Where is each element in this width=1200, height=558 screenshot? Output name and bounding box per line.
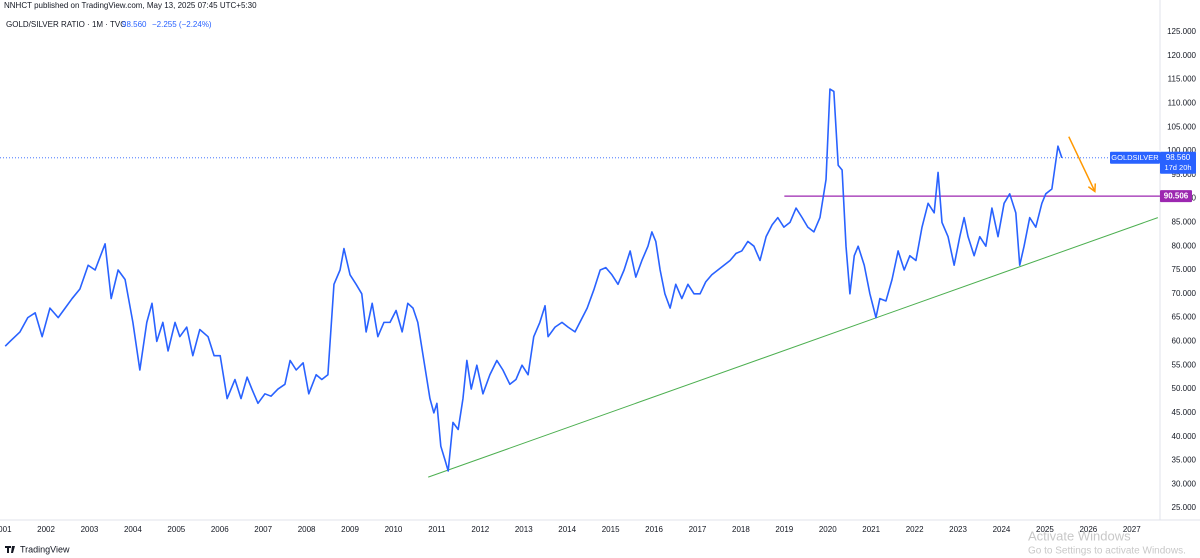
x-tick-label: 2016	[645, 525, 663, 534]
y-tick-label: 80.000	[1172, 241, 1197, 250]
x-tick-label: 2002	[37, 525, 55, 534]
countdown: 17d 20h	[1164, 163, 1191, 172]
header: NNHCT published on TradingView.com, May …	[4, 1, 257, 10]
x-tick-label: 2015	[602, 525, 620, 534]
symbol-label-bg	[1110, 151, 1160, 164]
x-tick-label: 2020	[819, 525, 837, 534]
y-tick-label: 110.000	[1168, 98, 1197, 107]
watermark-title: Activate Windows	[1028, 528, 1131, 543]
symbol-label: GOLDSILVER	[1111, 153, 1159, 162]
y-tick-label: 75.000	[1172, 265, 1197, 274]
watermark-text: Go to Settings to activate Windows.	[1028, 546, 1186, 557]
y-tick-label: 30.000	[1172, 479, 1197, 488]
x-tick-label: 2009	[341, 525, 359, 534]
y-tick-label: 120.000	[1167, 51, 1196, 60]
x-tick-label: 2003	[81, 525, 99, 534]
hline-label-bg	[1160, 190, 1192, 203]
y-tick-label: 40.000	[1172, 432, 1197, 441]
plot-area	[0, 88, 1160, 478]
y-tick-label: 45.000	[1172, 408, 1197, 417]
x-tick-label: 2026	[1079, 525, 1097, 534]
y-tick-label: 105.000	[1167, 122, 1196, 131]
series-line	[4, 88, 1063, 472]
x-tick-label: 2023	[949, 525, 967, 534]
x-tick-label: 2010	[385, 525, 403, 534]
price-label: 98.560	[1166, 153, 1191, 162]
hline-label: 90.506	[1164, 191, 1189, 200]
trendline	[428, 217, 1158, 478]
x-tick-label: 2027	[1123, 525, 1141, 534]
arrow-head	[1087, 183, 1097, 193]
y-tick-label: 85.000	[1172, 217, 1197, 226]
x-tick-label: 2008	[298, 525, 316, 534]
y-tick-label: 60.000	[1172, 337, 1197, 346]
x-tick-label: 2018	[732, 525, 750, 534]
x-tick-label: 2021	[862, 525, 880, 534]
x-tick-label: 2024	[993, 525, 1011, 534]
x-tick-label: 2013	[515, 525, 533, 534]
y-tick-label: 25.000	[1172, 503, 1197, 512]
price-label-bg	[1160, 151, 1196, 174]
brand-logo	[5, 546, 15, 553]
x-tick-label: 2022	[906, 525, 924, 534]
y-tick-label: 50.000	[1172, 384, 1197, 393]
legend-value: 98.560	[122, 20, 147, 29]
y-tick-label: 125.000	[1167, 27, 1196, 36]
brand: TradingView	[20, 544, 70, 554]
arrow	[1068, 136, 1096, 192]
legend-name: GOLD/SILVER RATIO · 1M · TVC	[6, 20, 126, 29]
x-tick-label: 2017	[689, 525, 707, 534]
x-tick-label: 2001	[0, 525, 12, 534]
x-tick-label: 2012	[471, 525, 489, 534]
x-tick-label: 2014	[558, 525, 576, 534]
legend-change: −2.255 (−2.24%)	[152, 20, 212, 29]
y-tick-label: 115.000	[1168, 75, 1197, 84]
y-tick-label: 55.000	[1172, 360, 1197, 369]
x-tick-label: 2006	[211, 525, 229, 534]
y-tick-label: 70.000	[1172, 289, 1197, 298]
y-tick-label: 95.000	[1172, 170, 1197, 179]
x-tick-label: 2019	[775, 525, 793, 534]
x-tick-label: 2007	[254, 525, 272, 534]
y-tick-label: 35.000	[1172, 456, 1197, 465]
y-tick-label: 100.000	[1167, 146, 1196, 155]
x-tick-label: 2004	[124, 525, 142, 534]
y-tick-label: 65.000	[1172, 313, 1197, 322]
x-tick-label: 2005	[167, 525, 185, 534]
x-tick-label: 2011	[428, 525, 446, 534]
x-tick-label: 2025	[1036, 525, 1054, 534]
